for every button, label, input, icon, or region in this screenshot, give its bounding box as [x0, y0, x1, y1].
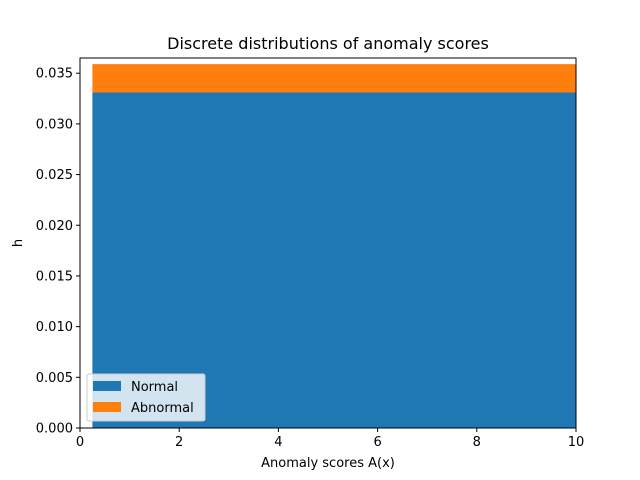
- x-tick-label: 4: [274, 435, 282, 450]
- area-series-abnormal: [92, 64, 577, 93]
- legend-label-normal: Normal: [131, 380, 178, 395]
- y-tick-label: 0.030: [36, 117, 73, 132]
- x-tick-label: 0: [76, 435, 84, 450]
- legend-swatch-abnormal: [93, 402, 121, 412]
- legend-label-abnormal: Abnormal: [131, 401, 194, 416]
- x-tick-label: 8: [473, 435, 481, 450]
- axes-frame: [79, 57, 577, 429]
- y-tick-label: 0.025: [36, 168, 73, 183]
- y-axis: 0.000 0.005 0.010 0.015 0.020 0.025 0.030 0.035: [36, 67, 80, 437]
- y-tick-label: 0.010: [36, 320, 73, 335]
- legend-swatch-normal: [93, 381, 121, 391]
- legend: Normal Abnormal: [86, 373, 206, 422]
- y-tick-label: 0.035: [36, 67, 73, 82]
- x-tick-label: 10: [568, 435, 585, 450]
- x-axis: 0 2 4 6 8 10: [76, 428, 584, 450]
- y-tick-label: 0.000: [36, 422, 73, 437]
- x-tick-label: 2: [175, 435, 183, 450]
- y-tick-label: 0.020: [36, 219, 73, 234]
- y-tick-label: 0.015: [36, 269, 73, 284]
- y-tick-label: 0.005: [36, 371, 73, 386]
- plot-area: [92, 64, 577, 428]
- chart-title: Discrete distributions of anomaly scores: [167, 34, 489, 53]
- area-series-normal: [92, 92, 577, 428]
- y-axis-label: h: [11, 239, 26, 247]
- x-tick-label: 6: [373, 435, 381, 450]
- x-axis-label: Anomaly scores A(x): [261, 456, 395, 471]
